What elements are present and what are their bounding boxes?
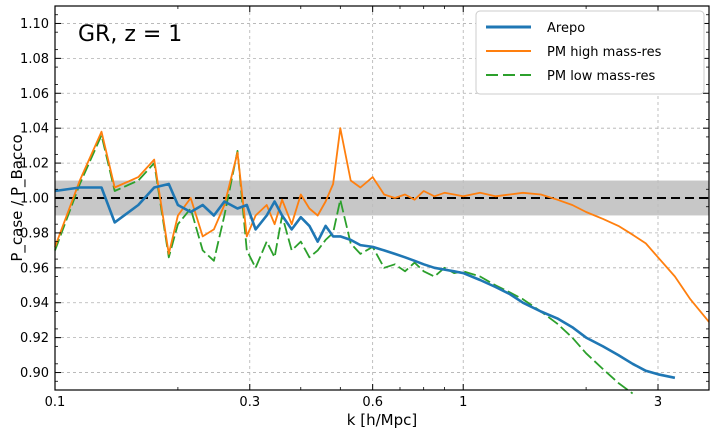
x-tick-label-0: 0.1: [45, 395, 66, 410]
y-axis-title: P_case / P_Bacco: [8, 134, 27, 261]
y-tick-label-2: 0.94: [20, 296, 49, 311]
ticks: [54, 6, 709, 390]
series-line-pm-high-mass-res: [54, 127, 710, 323]
y-tick-label-7: 1.04: [20, 122, 49, 137]
tick-labels: 0.90 0.92 0.94 0.96 0.98 1.00 1.02 1.04 1.06 1.08…: [20, 17, 662, 410]
x-tick-label-3: 1: [459, 395, 467, 410]
x-tick-label-1: 0.3: [239, 395, 260, 410]
legend-label-pm-high: PM high mass-res: [547, 45, 662, 60]
legend-label-pm-low: PM low mass-res: [547, 69, 655, 84]
y-tick-label-8: 1.06: [20, 87, 49, 102]
legend-box: [475, 10, 705, 95]
legend: Arepo PM high mass-res PM low mass-res: [475, 10, 705, 95]
panel-annotation: GR, z = 1: [78, 22, 182, 47]
y-tick-label-1: 0.92: [20, 331, 49, 346]
y-tick-label-10: 1.10: [20, 17, 49, 32]
y-tick-label-3: 0.96: [20, 261, 49, 276]
y-tick-label-9: 1.08: [20, 52, 49, 67]
y-tick-label-4: 0.98: [20, 226, 49, 241]
x-tick-label-2: 0.6: [362, 395, 383, 410]
series-layer: [54, 127, 710, 395]
x-axis-title: k [h/Mpc]: [347, 411, 417, 429]
y-tick-label-6: 1.02: [20, 157, 49, 172]
series-line-arepo: [54, 182, 676, 380]
x-tick-label-4: 3: [654, 395, 662, 410]
legend-label-arepo: Arepo: [547, 21, 585, 36]
y-tick-label-5: 1.00: [20, 192, 49, 207]
y-tick-label-0: 0.90: [20, 366, 49, 381]
